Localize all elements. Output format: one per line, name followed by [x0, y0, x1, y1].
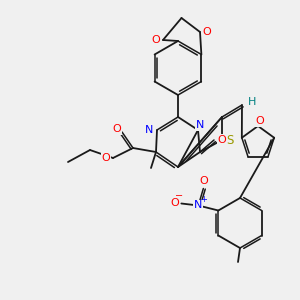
Text: O: O [202, 27, 211, 37]
Text: S: S [226, 134, 234, 146]
Text: O: O [199, 176, 208, 187]
Text: O: O [218, 135, 226, 145]
Text: O: O [102, 153, 110, 163]
Text: +: + [200, 195, 207, 204]
Text: N: N [196, 120, 204, 130]
Text: O: O [256, 116, 264, 126]
Text: N: N [145, 125, 153, 135]
Text: N: N [194, 200, 202, 211]
Text: O: O [170, 199, 179, 208]
Text: O: O [152, 35, 160, 45]
Text: O: O [112, 124, 122, 134]
Text: H: H [248, 97, 256, 107]
Text: −: − [175, 191, 183, 202]
